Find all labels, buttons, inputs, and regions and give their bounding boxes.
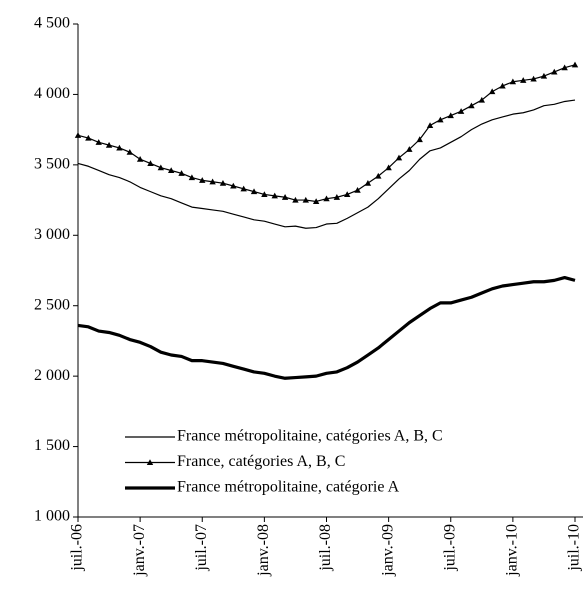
- marker: [126, 148, 133, 155]
- marker: [292, 196, 299, 203]
- marker: [116, 144, 123, 151]
- x-tick-label: janv.-10: [504, 524, 521, 577]
- marker: [85, 134, 92, 141]
- marker: [499, 82, 506, 89]
- marker: [488, 88, 496, 95]
- marker: [147, 160, 154, 167]
- marker: [406, 146, 413, 152]
- marker: [520, 77, 527, 83]
- marker: [385, 164, 392, 171]
- marker: [395, 154, 403, 161]
- series-line: [77, 64, 576, 203]
- marker: [199, 177, 206, 183]
- marker: [478, 96, 486, 103]
- marker: [375, 172, 382, 179]
- marker: [230, 182, 237, 189]
- series-line: [77, 99, 576, 229]
- x-tick-label: janv.-09: [379, 524, 396, 577]
- marker: [364, 179, 372, 186]
- x-tick-label: juil.-07: [193, 524, 210, 572]
- marker: [509, 78, 517, 85]
- y-tick-label: 3 500: [34, 156, 70, 173]
- marker: [219, 179, 227, 186]
- y-tick-label: 4 500: [34, 15, 70, 32]
- legend-marker: [146, 459, 154, 466]
- marker: [95, 139, 102, 145]
- marker: [344, 191, 351, 197]
- marker: [354, 187, 361, 193]
- marker: [333, 194, 341, 200]
- legend-label: France métropolitaine, catégories A, B, …: [177, 428, 443, 445]
- y-tick-label: 1 500: [34, 437, 70, 454]
- marker: [157, 164, 165, 171]
- marker: [178, 170, 185, 176]
- x-tick-label: janv.-07: [131, 524, 148, 577]
- marker: [447, 112, 454, 119]
- marker: [468, 102, 475, 109]
- marker: [540, 72, 548, 79]
- marker: [240, 185, 247, 192]
- y-tick-label: 1 000: [34, 508, 70, 525]
- marker: [105, 141, 113, 148]
- x-tick-label: juil.-09: [441, 524, 458, 572]
- marker: [250, 188, 258, 195]
- marker: [426, 122, 434, 128]
- marker: [281, 194, 289, 200]
- marker: [416, 136, 423, 143]
- marker: [271, 192, 278, 199]
- x-tick-label: juil.-08: [317, 524, 334, 572]
- marker: [312, 198, 320, 205]
- marker: [209, 178, 216, 185]
- marker: [167, 167, 175, 174]
- y-tick-label: 3 000: [34, 226, 70, 243]
- legend-label: France, catégories A, B, C: [177, 453, 345, 470]
- marker: [437, 116, 444, 123]
- marker: [530, 75, 537, 82]
- marker: [457, 108, 465, 114]
- y-tick-label: 2 500: [34, 296, 70, 313]
- x-tick-label: juil.-06: [69, 524, 86, 572]
- marker: [323, 195, 330, 202]
- series-line: [77, 275, 576, 380]
- x-tick-label: janv.-08: [255, 524, 272, 577]
- marker: [551, 68, 558, 75]
- marker: [571, 61, 579, 68]
- y-tick-label: 2 000: [34, 367, 70, 384]
- x-tick-label: juil.-10: [566, 524, 583, 572]
- marker: [561, 64, 568, 71]
- marker: [136, 156, 144, 162]
- marker: [302, 196, 309, 203]
- y-tick-label: 4 000: [34, 85, 70, 102]
- marker: [74, 132, 82, 138]
- marker: [261, 191, 268, 197]
- marker: [188, 174, 196, 181]
- legend-label: France métropolitaine, catégorie A: [177, 479, 400, 496]
